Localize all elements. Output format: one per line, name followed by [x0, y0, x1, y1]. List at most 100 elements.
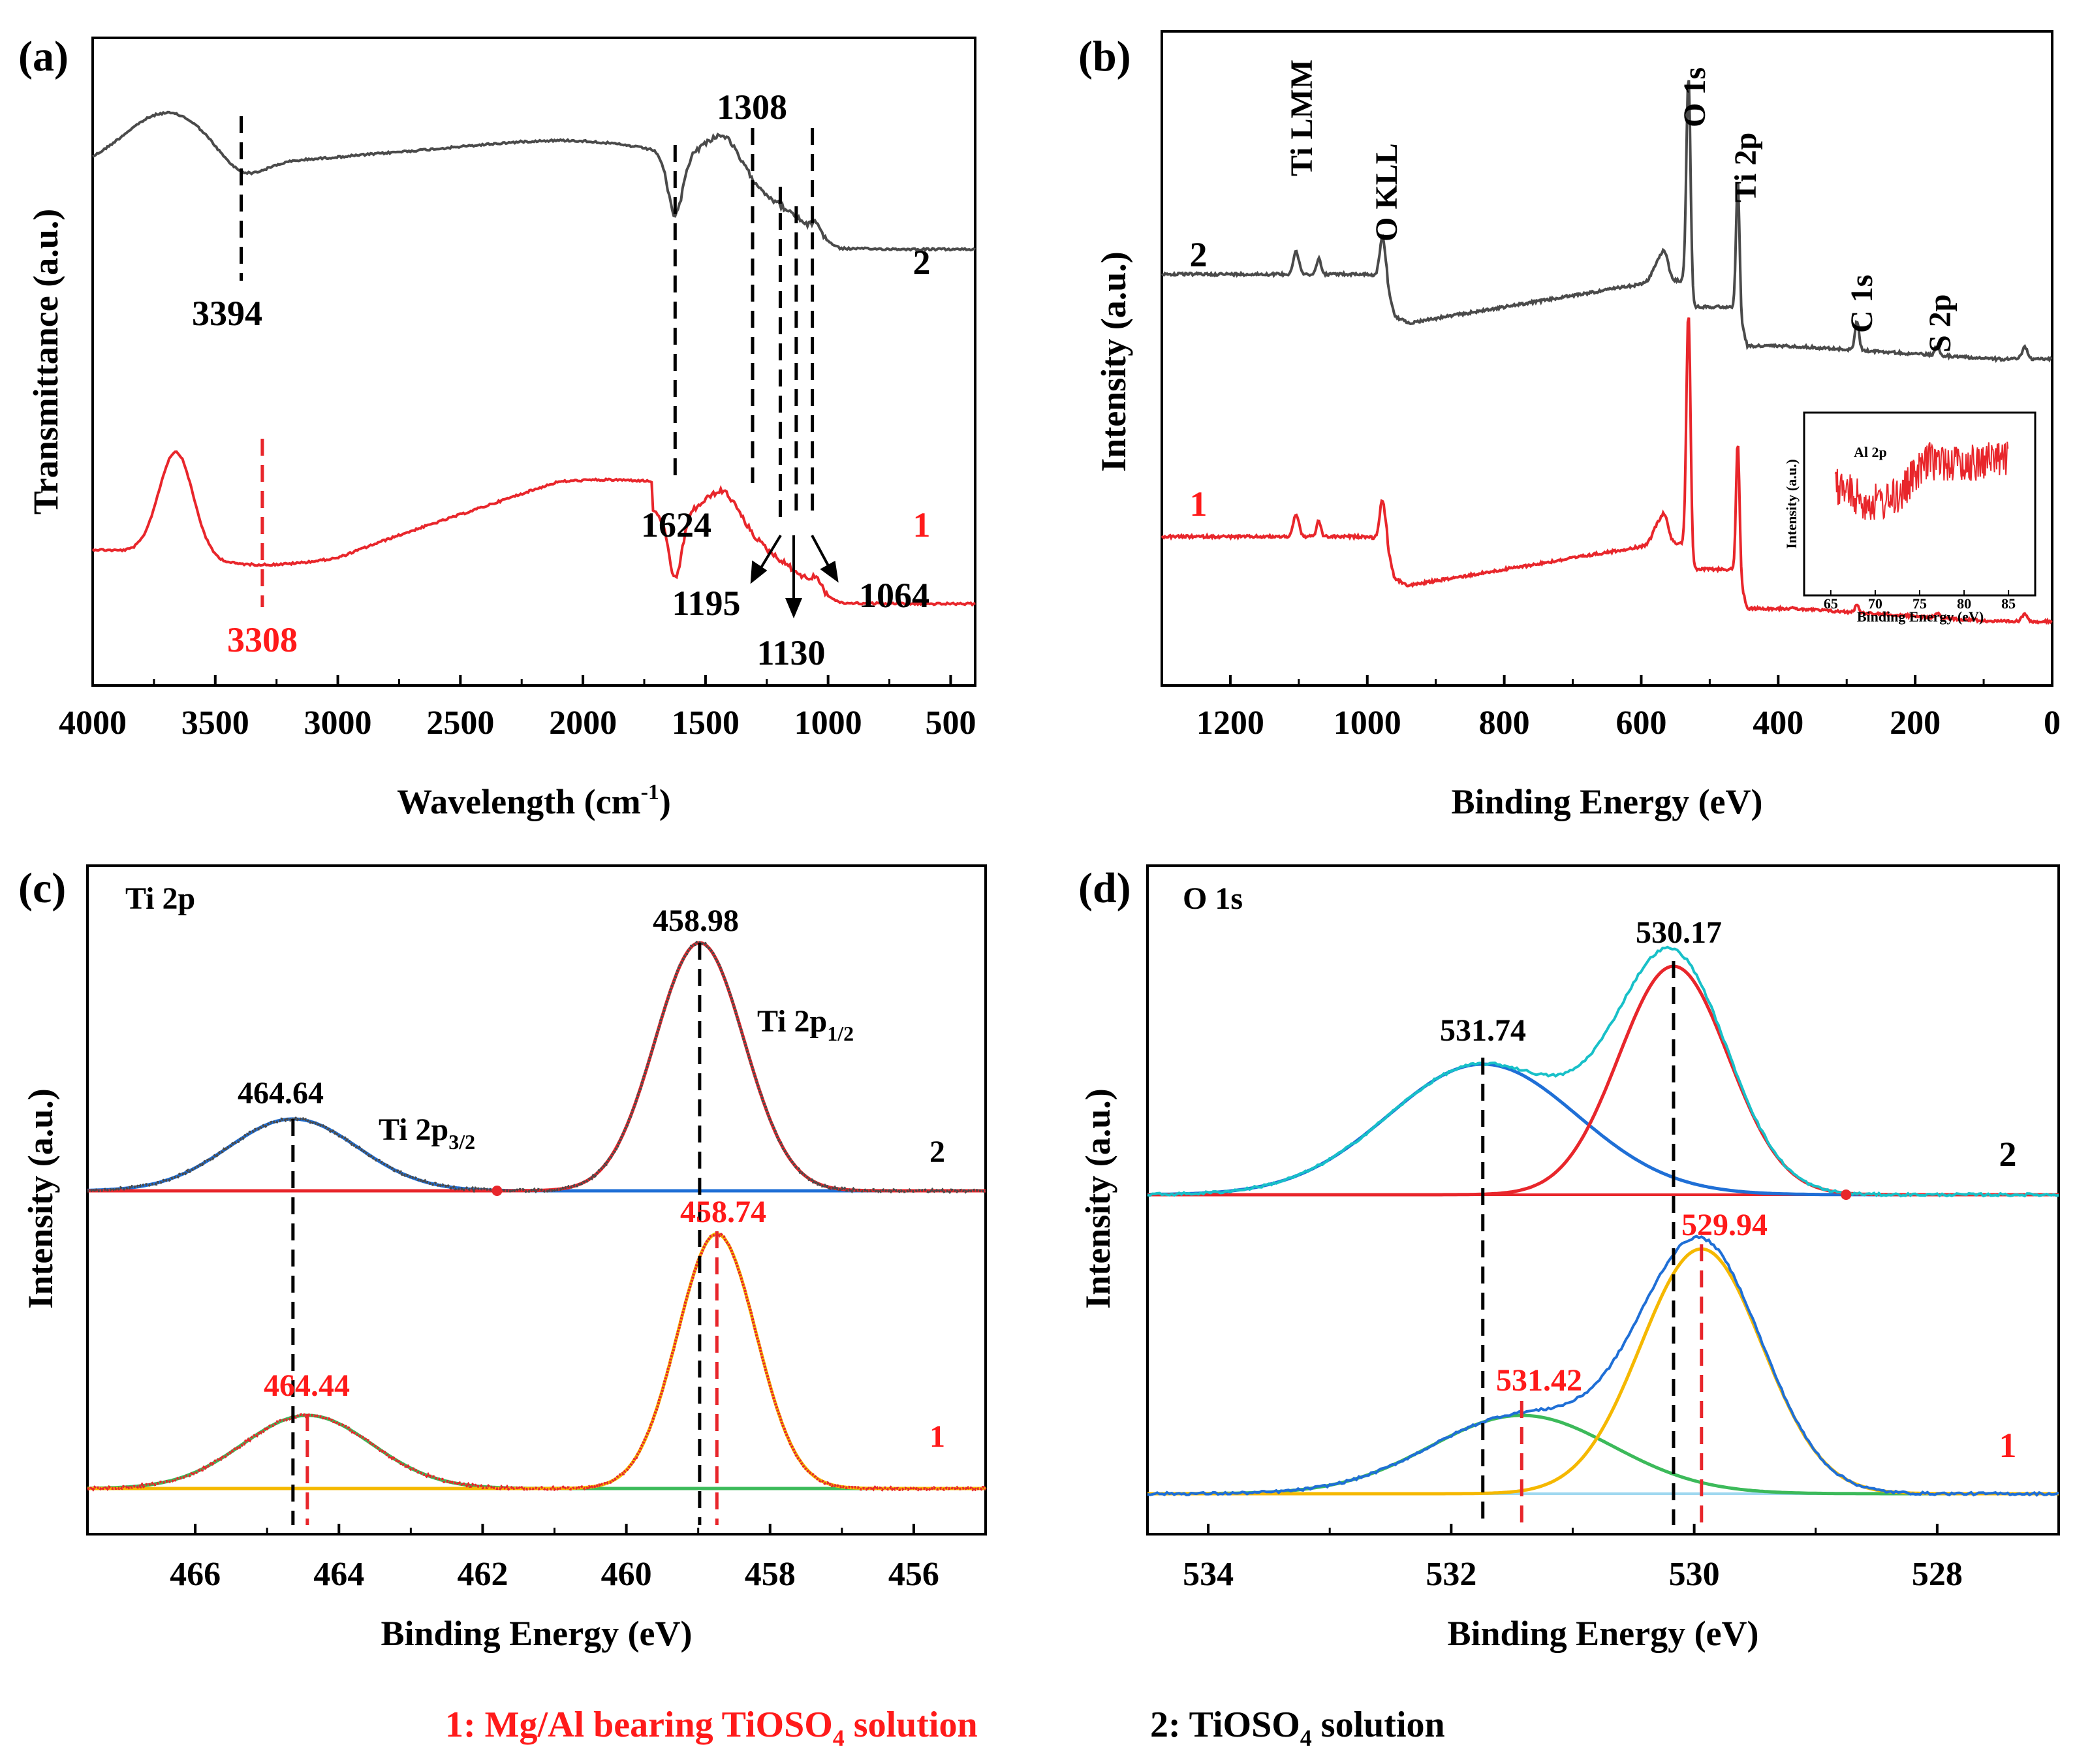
panel-c-y-label: Intensity (a.u.): [21, 1088, 60, 1309]
panel-d-x-ticks: 534 532 530 528: [1183, 1524, 1963, 1593]
marker-dot: [1841, 1189, 1852, 1200]
peak-label-464-44: 464.44: [264, 1368, 350, 1403]
component-peak-blue: [1147, 1062, 2059, 1197]
panel-c-title: Ti 2p: [125, 881, 195, 916]
x-tick-label: 2500: [426, 704, 494, 742]
x-tick-label: 1000: [1334, 704, 1401, 742]
inset-title: Al 2p: [1854, 444, 1887, 460]
envelope: [1147, 1235, 2059, 1497]
component-peak-green: [87, 1413, 986, 1490]
component-peak-yellow: [87, 1232, 986, 1490]
panel-a-ftir: (a) 4000 3500 3000 2500 2000 1500 1000 500 3394…: [18, 33, 976, 821]
annotation-s-2p: S 2p: [1923, 294, 1958, 353]
panel-d-fits: [1147, 945, 2059, 1497]
peak-label-531-74: 531.74: [1440, 1013, 1526, 1048]
peak-label-1308: 1308: [717, 87, 787, 127]
panel-c-peak-markers: [291, 943, 719, 1525]
series-1-label-a: 1: [913, 505, 931, 544]
panel-c-x-ticks: 466 464 462 460 458 456: [170, 1524, 939, 1593]
panel-c-x-label: Binding Energy (eV): [381, 1614, 692, 1653]
inset-tick-label: 80: [1957, 595, 1971, 612]
x-tick-label: 530: [1669, 1556, 1720, 1593]
component-peak-red: [1147, 964, 2059, 1197]
panel-a-series-1-line: [91, 450, 976, 607]
series-2-label-b: 2: [1190, 235, 1208, 274]
x-tick-label: 800: [1479, 704, 1530, 742]
panel-d-peak-markers: [1481, 961, 1704, 1525]
panel-c-label: (c): [18, 864, 66, 912]
x-tick-label: 528: [1912, 1556, 1963, 1593]
peak-label-3308: 3308: [227, 620, 298, 659]
annotation-o-kll: O KLL: [1369, 143, 1404, 242]
x-tick-label: 500: [925, 704, 976, 742]
series-1-label-c: 1: [929, 1419, 945, 1454]
panel-a-y-label: Transmittance (a.u.): [26, 209, 65, 514]
inset-al2p-line: [1834, 441, 2009, 520]
panel-b-x-label: Binding Energy (eV): [1451, 782, 1762, 821]
panel-c-ti2p: (c) Ti 2p 466 464 462 460 458 456 464.64 458.…: [18, 864, 987, 1653]
label-ti-2p-3-2: Ti 2p3/2: [379, 1112, 475, 1154]
panel-b-series-2-line: [1161, 80, 2053, 364]
inset-tick-label: 70: [1868, 595, 1882, 612]
panel-d-y-label: Intensity (a.u.): [1078, 1088, 1117, 1309]
x-tick-label: 466: [170, 1556, 221, 1593]
panel-a-x-label: Wavelength (cm-1): [397, 780, 671, 821]
panel-d-o1s: (d) O 1s 534 532 530 528 531.74 530.17 531.…: [1078, 864, 2060, 1653]
peak-label-1195: 1195: [672, 584, 740, 623]
annotation-c-1s: C 1s: [1845, 275, 1879, 333]
panel-a-x-ticks: 4000 3500 3000 2500 2000 1500 1000 500: [59, 675, 976, 742]
peak-label-530-17: 530.17: [1636, 915, 1722, 950]
panel-b-series-1-line: [1161, 317, 2053, 625]
inset-tick-label: 75: [1912, 595, 1927, 612]
legend-item-2: 2: TiOSO4 solution: [1150, 1705, 1445, 1751]
panel-d-frame: [1146, 864, 2060, 1536]
inset-x-label: Binding Energy (eV): [1857, 608, 1984, 625]
series-1-label-d: 1: [1999, 1426, 2017, 1465]
x-tick-label: 3500: [181, 704, 249, 742]
legend: 1: Mg/Al bearing TiOSO4 solution 2: TiOS…: [445, 1705, 1445, 1751]
peak-label-531-42: 531.42: [1496, 1363, 1582, 1398]
inset-y-label: Intensity (a.u.): [1783, 459, 1800, 549]
envelope: [1147, 945, 2059, 1198]
panel-b-xps-survey: (b) 1200 1000 800 600 400 200 0 Ti LMM O KLL O…: [1078, 30, 2061, 821]
legend-item-1: 1: Mg/Al bearing TiOSO4 solution: [445, 1705, 978, 1751]
peak-label-458-98: 458.98: [653, 904, 739, 938]
component-peak-red: [87, 941, 986, 1193]
inset-x-ticks: 65 70 75 80 85: [1824, 590, 2016, 612]
series-2-label-c: 2: [929, 1135, 945, 1169]
x-tick-label: 1000: [794, 704, 862, 742]
panel-a-peak-markers: [240, 116, 815, 607]
peak-label-3394: 3394: [192, 294, 262, 333]
annotation-ti-2p: Ti 2p: [1728, 133, 1763, 202]
marker-dot: [491, 1186, 503, 1196]
panel-a-label: (a): [18, 33, 69, 80]
x-tick-label: 4000: [59, 704, 127, 742]
panel-a-arrows: [750, 534, 839, 619]
x-tick-label: 200: [1890, 704, 1941, 742]
series-1-label-b: 1: [1190, 484, 1208, 524]
x-tick-label: 464: [313, 1556, 364, 1593]
x-tick-label: 0: [2044, 704, 2061, 742]
component-peak-blue: [87, 1117, 986, 1193]
panel-a-series-2-line: [92, 110, 976, 253]
x-tick-label: 534: [1183, 1556, 1234, 1593]
panel-c-frame: [86, 864, 987, 1536]
inset-frame: [1803, 411, 2036, 597]
peak-label-464-64: 464.64: [238, 1076, 324, 1110]
x-tick-label: 600: [1615, 704, 1666, 742]
x-tick-label: 458: [745, 1556, 796, 1593]
x-tick-label: 1500: [672, 704, 740, 742]
annotation-o-1s: O 1s: [1677, 67, 1712, 127]
envelope: [86, 1232, 987, 1492]
panel-b-y-label: Intensity (a.u.): [1094, 251, 1133, 472]
envelope: [87, 941, 986, 1195]
panel-d-title: O 1s: [1183, 881, 1243, 916]
panel-d-x-label: Binding Energy (eV): [1447, 1614, 1758, 1653]
label-ti-2p-1-2: Ti 2p1/2: [757, 1004, 854, 1045]
peak-label-1064: 1064: [859, 576, 929, 615]
component-peak-yellow: [1147, 1247, 2059, 1496]
x-tick-label: 1200: [1196, 704, 1264, 742]
peak-label-1130: 1130: [757, 633, 825, 672]
peak-label-458-74: 458.74: [680, 1195, 766, 1229]
